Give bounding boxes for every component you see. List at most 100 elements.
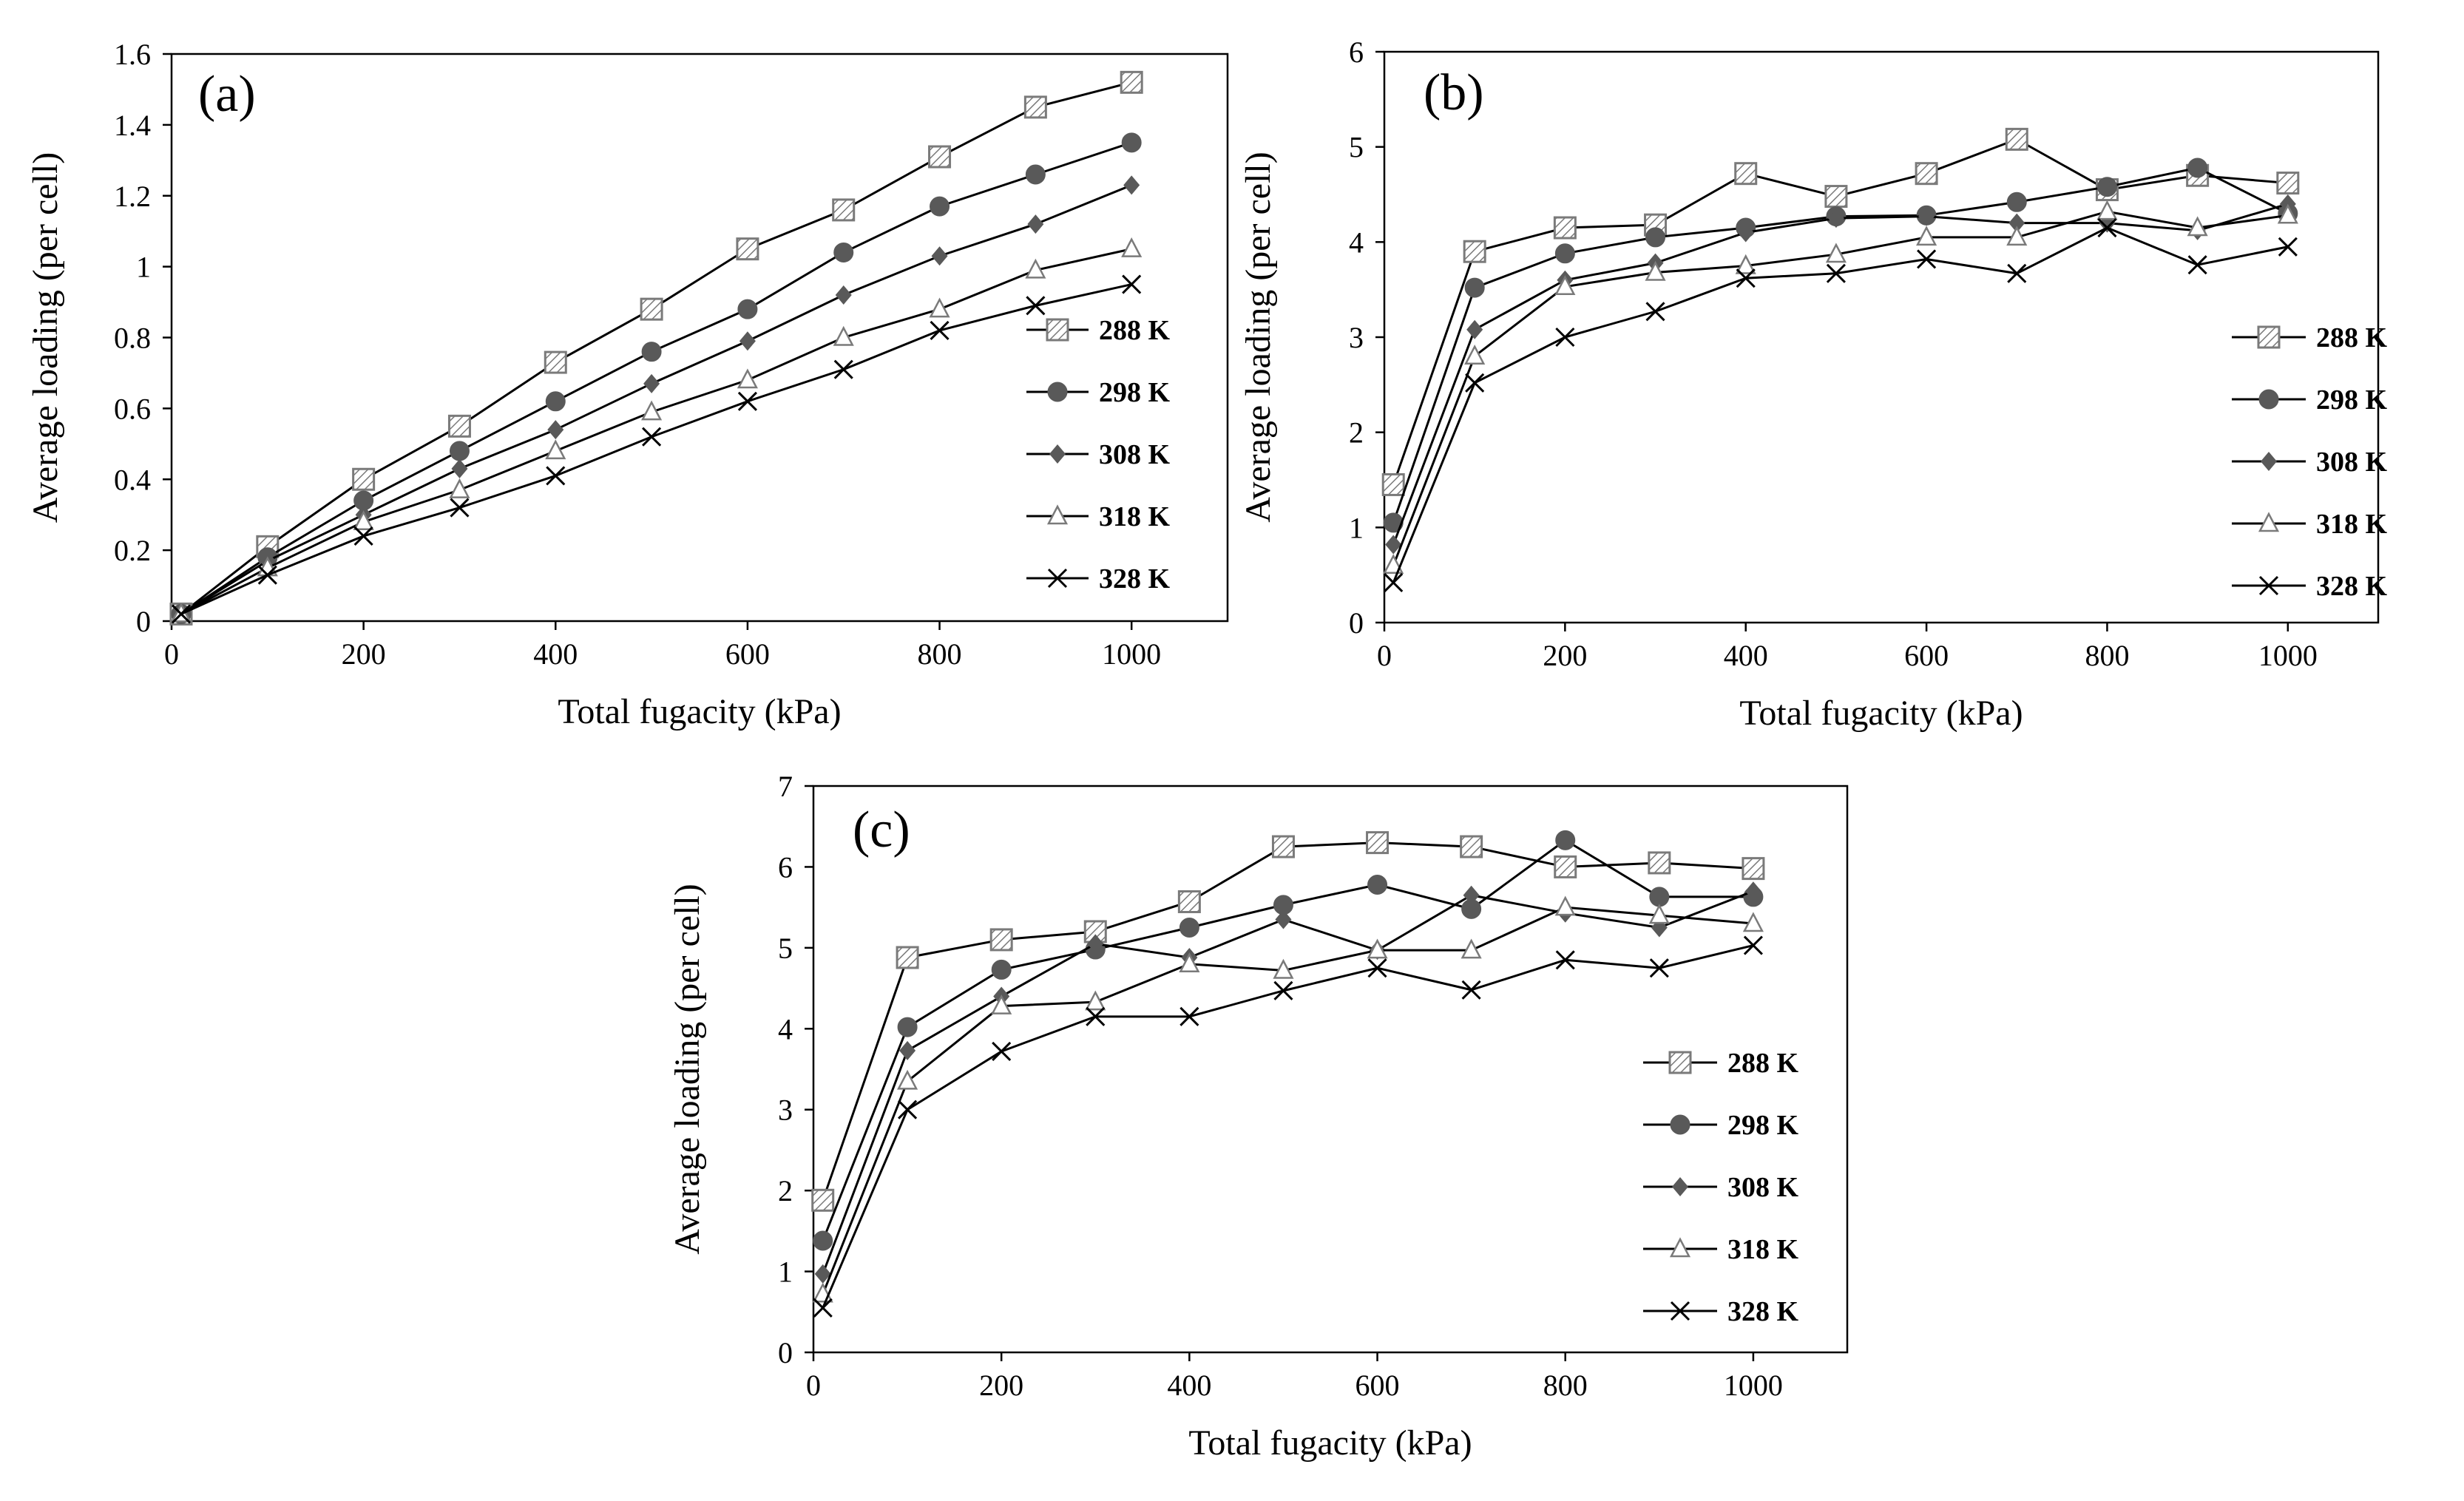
data-point	[1465, 373, 1485, 393]
data-point	[1122, 274, 1142, 294]
legend-entry: 308 K	[1643, 1172, 1799, 1203]
data-point	[833, 242, 854, 262]
data-point	[928, 145, 952, 169]
legend-label: 308 K	[2316, 447, 2388, 478]
data-point	[1824, 185, 1848, 209]
data-point	[2007, 263, 2027, 283]
legend-label: 288 K	[2316, 322, 2388, 353]
data-point	[1025, 258, 1046, 279]
y-tick-label: 0.6	[114, 392, 151, 425]
data-point	[813, 1298, 833, 1318]
series-298-k	[171, 132, 1142, 624]
chart-a: 0 200 400 600 800 1000 0 0.2 0.4 0.6 0.8 1 1.2 1.4 1.6…	[26, 38, 1229, 731]
series-line	[1392, 226, 2289, 583]
data-point	[546, 466, 566, 486]
y-tick-label: 1	[778, 1256, 793, 1289]
series-308-k	[172, 175, 1140, 624]
legend-entry: 298 K	[1643, 1110, 1799, 1141]
legend-label: 328 K	[1727, 1296, 1799, 1327]
series-318-k	[812, 895, 1764, 1303]
data-point	[1645, 260, 1666, 281]
data-point	[1085, 990, 1106, 1011]
series-line	[1392, 210, 2289, 566]
x-axis-title: Total fugacity (kPa)	[1188, 1423, 1472, 1463]
legend-entry: 328 K	[1643, 1296, 1799, 1327]
data-point	[1179, 1006, 1199, 1026]
x-tick-label: 0	[806, 1369, 821, 1402]
y-tick-label: 1.2	[114, 180, 151, 213]
data-point	[1026, 296, 1046, 316]
data-point	[1273, 958, 1294, 979]
data-point	[1915, 162, 1938, 186]
data-point	[1463, 240, 1486, 263]
panel-label: (c)	[853, 802, 910, 858]
y-tick-label: 1.4	[114, 109, 151, 142]
data-point	[1649, 958, 1669, 978]
legend-entry: 298 K	[2232, 384, 2388, 416]
data-point	[929, 297, 950, 318]
legend-entry: 298 K	[1026, 377, 1171, 408]
series-line	[822, 906, 1754, 1295]
x-tick-label: 600	[1904, 639, 1949, 672]
x-tick-label: 1000	[1724, 1369, 1783, 1402]
data-point	[1645, 302, 1665, 322]
data-point	[1464, 345, 1486, 365]
y-axis-title: Average loading (per cell)	[1239, 152, 1278, 523]
y-tick-label: 0	[778, 1336, 793, 1369]
data-point	[1123, 175, 1140, 195]
data-point	[2277, 203, 2298, 224]
data-point	[450, 498, 470, 518]
data-point	[1383, 554, 1404, 575]
y-tick-label: 0	[136, 605, 151, 638]
series-line	[180, 141, 1132, 615]
data-point	[1121, 132, 1142, 153]
legend-entry: 288 K	[2232, 322, 2388, 353]
data-point	[897, 1069, 918, 1090]
data-point	[1461, 938, 1482, 959]
series-328-k	[813, 935, 1763, 1318]
legend-label: 308 K	[1727, 1172, 1799, 1203]
y-tick-label: 1	[1349, 511, 1364, 544]
data-point	[1086, 1006, 1106, 1026]
data-point	[352, 467, 376, 491]
legend-entry: 328 K	[2232, 571, 2388, 602]
data-point	[544, 350, 567, 374]
x-tick-label: 400	[1167, 1369, 1211, 1402]
data-point	[353, 510, 374, 531]
x-tick-label: 800	[918, 637, 962, 671]
legend-marker	[1047, 382, 1068, 402]
x-axis-title: Total fugacity (kPa)	[558, 692, 841, 731]
legend-marker	[1047, 568, 1068, 589]
y-tick-label: 0.4	[114, 463, 151, 496]
data-point	[899, 1040, 916, 1060]
data-point	[1645, 227, 1666, 248]
data-point	[1917, 249, 1937, 269]
x-tick-label: 400	[533, 637, 578, 671]
x-tick-label: 400	[1724, 639, 1768, 672]
data-point	[1648, 851, 1671, 875]
y-axis-title: Average loading (per cell)	[26, 152, 65, 524]
data-point	[991, 959, 1012, 980]
series-318-k	[1383, 200, 2298, 575]
data-point	[641, 342, 662, 362]
data-point	[833, 359, 853, 379]
data-point	[353, 526, 373, 546]
data-point	[1648, 904, 1670, 924]
x-tick-label: 200	[342, 637, 386, 671]
legend-marker	[2258, 575, 2279, 596]
data-point	[1385, 535, 1402, 555]
data-point	[737, 391, 757, 411]
y-tick-label: 6	[1349, 35, 1364, 69]
data-point	[1177, 890, 1201, 913]
data-point	[1366, 831, 1390, 855]
data-point	[1743, 935, 1763, 955]
data-point	[451, 458, 468, 478]
legend-label: 298 K	[2316, 384, 2388, 416]
series-308-k	[814, 881, 1761, 1284]
data-point	[1271, 835, 1295, 858]
data-point	[447, 414, 471, 438]
data-point	[1381, 472, 1405, 496]
legend-marker	[1669, 1237, 1691, 1258]
series-288-k	[1381, 127, 2300, 496]
